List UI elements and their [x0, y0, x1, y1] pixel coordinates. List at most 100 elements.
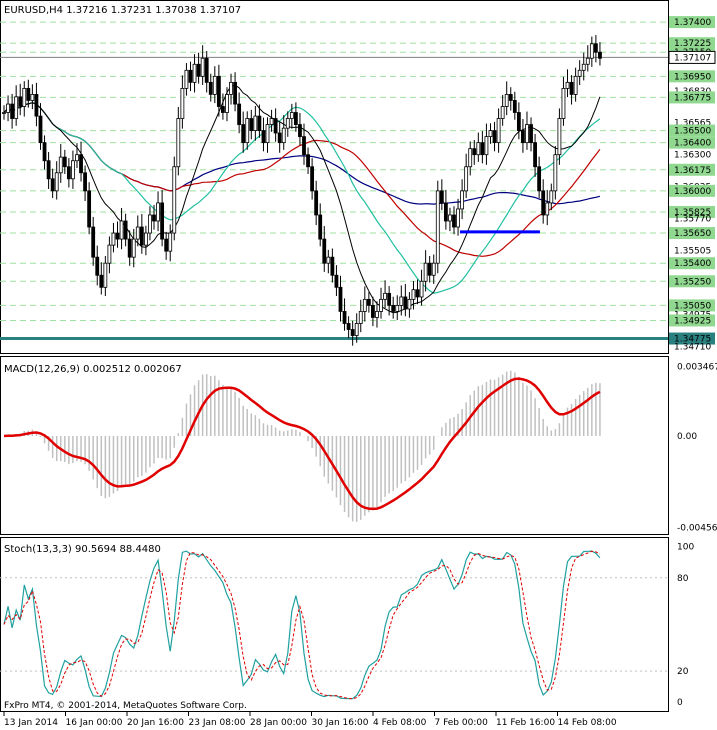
candle-body [289, 112, 294, 119]
candle-body [58, 156, 63, 174]
candle-body [358, 311, 363, 324]
time-axis: 13 Jan 2014 16 Jan 00:00 20 Jan 16:00 23 Ja… [3, 712, 617, 728]
price-axis-label: 1.37225 [674, 39, 711, 49]
candle-body [249, 118, 254, 131]
price-candles [2, 35, 602, 346]
time-label: 4 Feb 08:00 [373, 718, 427, 728]
candle-body [529, 124, 533, 144]
price-axis-label: 1.35825 [674, 208, 711, 218]
macd-pane-frame[interactable] [0, 356, 669, 535]
price-axis-label: 1.36775 [674, 93, 711, 103]
price-label-box [669, 227, 715, 240]
candle-body [399, 296, 404, 306]
candle-body [350, 329, 355, 336]
candle-body [314, 190, 319, 216]
candle-body [221, 106, 225, 113]
candle-body [419, 280, 424, 298]
candle-body [225, 94, 229, 113]
candle-body [188, 69, 193, 83]
candle-body [200, 57, 205, 77]
candle-body [435, 190, 440, 264]
time-label: 11 Feb 16:00 [496, 718, 555, 728]
candle-body [18, 96, 23, 107]
candle-body [91, 226, 96, 258]
candle-body [87, 190, 92, 228]
price-level-lines [0, 21, 668, 341]
candle-body [322, 238, 327, 264]
price-axis-label: 1.37107 [674, 53, 711, 63]
candle-body [192, 63, 197, 83]
price-axis-label: 1.36950 [674, 72, 711, 82]
candle-body [257, 115, 262, 131]
candle-body [127, 238, 132, 258]
price-label-box [669, 16, 715, 29]
candle-body [30, 94, 35, 101]
macd-title: MACD(12,26,9) 0.002512 0.002067 [4, 364, 182, 375]
candle-body [512, 100, 517, 113]
price-axis-label: 1.36565 [674, 119, 711, 129]
candle-body [123, 220, 128, 240]
candle-body [229, 81, 233, 95]
candle-body [277, 132, 282, 144]
price-label-box [669, 136, 715, 149]
macd-axis-label: 0.003467 [677, 363, 717, 373]
candle-body [476, 142, 481, 156]
candle-body [557, 118, 562, 156]
candle-body [403, 296, 408, 310]
price-label-box [669, 299, 715, 312]
candle-body [196, 63, 201, 77]
candle-body [387, 292, 392, 306]
price-label-box [669, 37, 715, 50]
candle-body [14, 96, 19, 119]
candle-body [581, 63, 586, 71]
candle-body [237, 103, 242, 125]
stoch-pane-frame[interactable] [0, 537, 669, 712]
ma-fast-black [3, 84, 601, 314]
price-axis-label: 1.36500 [674, 127, 711, 137]
candle-body [334, 274, 339, 288]
price-axis-label: 1.36000 [674, 187, 711, 197]
candle-body [533, 142, 537, 168]
price-axis-label: 1.35505 [674, 247, 711, 257]
price-axis-label: 1.36175 [674, 166, 711, 176]
candle-body [472, 148, 477, 156]
candle-body [379, 298, 383, 312]
candle-body [119, 220, 124, 240]
candle-body [488, 130, 493, 138]
candle-body [366, 298, 371, 306]
candle-body [298, 124, 302, 138]
time-label: 28 Jan 00:00 [250, 718, 307, 728]
candle-body [135, 226, 140, 240]
candle-body [452, 214, 456, 228]
candle-body [265, 124, 270, 144]
candle-body [573, 75, 578, 95]
candle-body [216, 75, 221, 107]
candle-body [184, 69, 189, 89]
candle-body [22, 87, 27, 107]
candle-body [233, 81, 237, 105]
price-axis-label: 1.35770 [674, 215, 711, 225]
candle-body [496, 118, 501, 144]
candle-body [176, 118, 181, 168]
candle-body [330, 256, 335, 276]
candle-body [427, 262, 432, 276]
current-price-box [668, 50, 716, 64]
candle-body [71, 160, 75, 180]
candle-body [204, 57, 209, 83]
price-label-box [669, 163, 715, 176]
price-axis-label: 1.34710 [674, 342, 711, 352]
time-label: 7 Feb 00:00 [435, 718, 489, 728]
candle-body [99, 274, 104, 288]
price-label-box [669, 205, 715, 218]
candle-body [38, 115, 43, 144]
candle-body [103, 262, 108, 288]
candle-body [480, 142, 485, 156]
stoch-main [3, 550, 601, 700]
price-pane-frame[interactable] [0, 0, 669, 354]
candle-body [423, 262, 428, 282]
candle-body [577, 69, 582, 77]
candle-body [54, 172, 59, 192]
time-label: 23 Jan 08:00 [189, 718, 246, 728]
candle-body [131, 238, 136, 258]
